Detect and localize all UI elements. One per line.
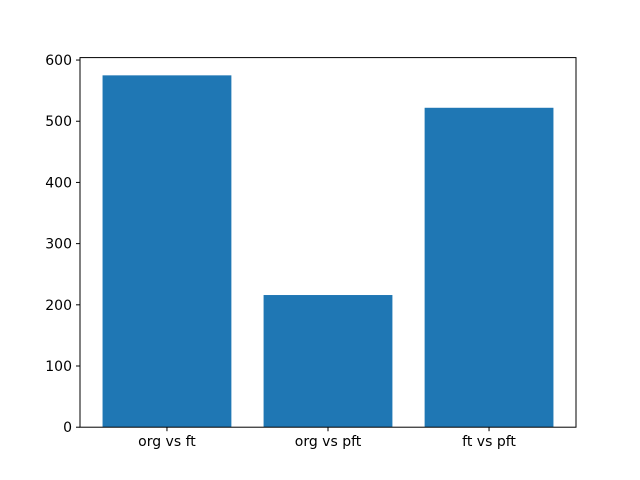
- bar-ft-vs-pft: [424, 107, 554, 428]
- y-tick-label: 500: [45, 114, 72, 130]
- y-tick-label: 200: [45, 298, 72, 314]
- y-tick-label: 100: [45, 359, 72, 375]
- x-tick-label: org vs ft: [138, 434, 196, 450]
- y-tick-label: 300: [45, 237, 72, 253]
- bar-org-vs-pft: [263, 295, 393, 428]
- y-tick-label: 400: [45, 175, 72, 191]
- x-tick-label: ft vs pft: [462, 434, 516, 450]
- x-tick-label: org vs pft: [295, 434, 362, 450]
- bar-org-vs-ft: [102, 75, 232, 428]
- y-tick-label: 600: [45, 53, 72, 69]
- y-tick-label: 0: [63, 420, 72, 436]
